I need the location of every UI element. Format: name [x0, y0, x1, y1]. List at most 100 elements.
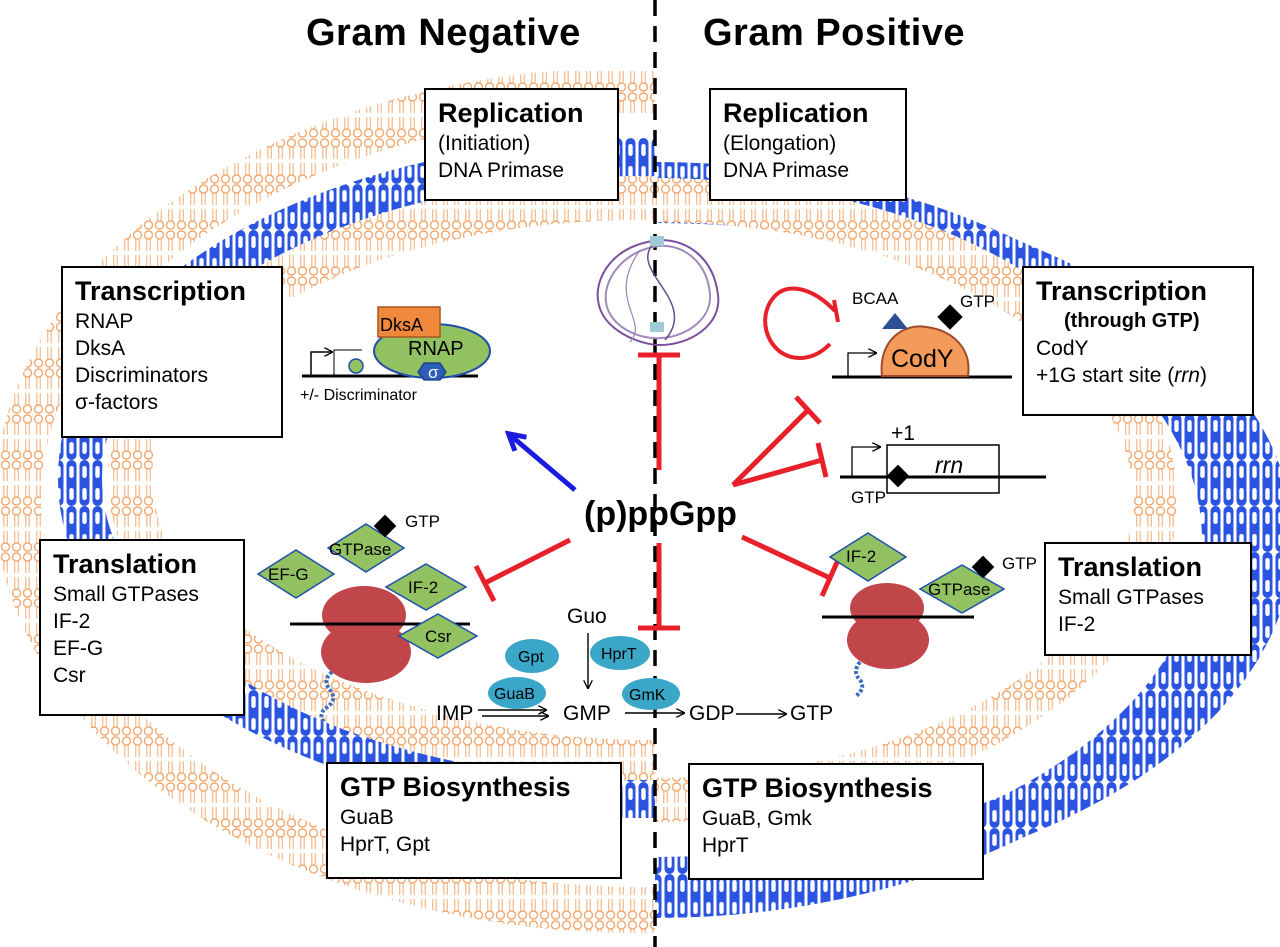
- cell-wall-right: [655, 162, 1248, 918]
- box-line: (Elongation): [723, 132, 837, 155]
- rnap-label: RNAP: [408, 338, 464, 360]
- ribosome-right: [822, 583, 974, 698]
- bcaa-marker: [882, 313, 908, 329]
- box-gtp-biosynthesis-negative: GTP Biosynthesis GuaB HprT, Gpt: [326, 762, 622, 879]
- box-title: GTP Biosynthesis: [702, 773, 933, 803]
- box-title: Replication: [723, 98, 869, 128]
- cody-label: CodY: [891, 345, 954, 373]
- box-line: GuaB: [340, 806, 394, 829]
- box-line: DNA Primase: [723, 159, 850, 182]
- gtp-label-cody: GTP: [960, 292, 995, 311]
- sigma-factor-shape: [417, 362, 447, 381]
- peptidoglycan-left: [58, 138, 655, 818]
- cody-shape: [880, 325, 970, 377]
- box-title: GTP Biosynthesis: [340, 772, 571, 802]
- box-line: Discriminators: [75, 364, 209, 387]
- ribosome-left: [290, 586, 470, 724]
- box-title: Translation: [1058, 552, 1203, 582]
- box-line: Csr: [53, 664, 86, 687]
- box-line: σ-factors: [75, 391, 158, 414]
- box-line: RNAP: [75, 310, 134, 333]
- hprt-label: HprT: [601, 646, 637, 663]
- inner-membrane-left: [108, 176, 655, 780]
- regulation-arrows: [473, 352, 841, 631]
- imp-label: IMP: [436, 702, 473, 725]
- box-translation-positive: Translation Small GTPases IF-2: [1044, 542, 1252, 656]
- box-subtitle: (through GTP): [1064, 310, 1200, 332]
- rnap-complex: [302, 306, 491, 381]
- heading-gram-positive: Gram Positive: [703, 12, 966, 54]
- gtpase-right: [918, 555, 1006, 614]
- box-line: HprT: [702, 834, 749, 857]
- box-line: IF-2: [1058, 613, 1096, 636]
- gtpase-left: [326, 514, 406, 573]
- gmk-enzyme: [622, 678, 680, 710]
- membrane-right: [655, 178, 1177, 822]
- gtp-label-right: GTP: [1002, 554, 1037, 573]
- rrn-prefix: +1G start site (: [1036, 364, 1175, 387]
- gram-positive-envelope: [655, 162, 1280, 918]
- csr-label: Csr: [425, 627, 452, 646]
- rrn-promoter: [840, 445, 1046, 494]
- gram-negative-envelope: [0, 67, 655, 933]
- box-line: Small GTPases: [1058, 586, 1204, 609]
- gpt-enzyme: [505, 639, 559, 673]
- box-transcription-positive: Transcription (through GTP) CodY +1G sta…: [1022, 266, 1254, 416]
- dksa-shape: [377, 306, 441, 338]
- if2-label-right: IF-2: [846, 547, 876, 566]
- box-replication-positive: Replication (Elongation) DNA Primase: [709, 88, 907, 201]
- guab-enzyme: [488, 677, 546, 709]
- sigma-label: σ: [428, 363, 439, 382]
- gtp-label-left: GTP: [405, 512, 440, 531]
- gtpase-label-left: GTPase: [329, 540, 391, 559]
- bcaa-label: BCAA: [852, 289, 899, 308]
- box-line-rrn: +1G start site (rrn): [1036, 362, 1240, 389]
- box-gtp-biosynthesis-positive: GTP Biosynthesis GuaB, Gmk HprT: [688, 763, 984, 880]
- box-line: (Initiation): [438, 132, 531, 155]
- box-transcription-negative: Transcription RNAP DksA Discriminators σ…: [61, 266, 283, 438]
- efg-shape: [256, 549, 336, 599]
- box-line: EF-G: [53, 637, 104, 660]
- box-translation-negative: Translation Small GTPases IF-2 EF-G Csr: [39, 539, 245, 716]
- box-line: DNA Primase: [438, 159, 565, 182]
- gmp-label: GMP: [563, 702, 611, 725]
- discriminator-label: +/- Discriminator: [300, 387, 418, 404]
- box-replication-negative: Replication (Initiation) DNA Primase: [424, 88, 619, 201]
- box-line: IF-2: [53, 610, 91, 633]
- rrn-label: rrn: [935, 452, 963, 478]
- if2-shape-right: [828, 532, 908, 582]
- dksa-label: DksA: [380, 315, 423, 335]
- gtp-diamond-rrn: [886, 464, 910, 488]
- guab-label: GuaB: [494, 686, 535, 703]
- gpt-label: Gpt: [518, 649, 544, 666]
- box-line: DksA: [75, 337, 126, 360]
- efg-label: EF-G: [268, 565, 309, 584]
- box-line: Small GTPases: [53, 583, 199, 606]
- heading-gram-negative: Gram Negative: [306, 12, 581, 54]
- plus-one-label: +1: [891, 422, 915, 445]
- if2-label-left: IF-2: [408, 578, 438, 597]
- chromosome-dna: [596, 236, 720, 347]
- cody-complex: [763, 286, 1012, 379]
- gtp-diamond: [937, 304, 963, 330]
- if2-shape-left: [384, 563, 468, 611]
- outer-membrane-left: [0, 67, 655, 933]
- box-title: Transcription: [75, 276, 247, 306]
- box-line: GuaB, Gmk: [702, 807, 812, 830]
- rrn-italic: rrn: [1174, 364, 1200, 387]
- box-line: HprT, Gpt: [340, 833, 430, 856]
- box-title: Translation: [53, 549, 198, 579]
- ppgpp-label: (p)ppGpp: [584, 495, 737, 533]
- gmk-label: GmK: [629, 687, 666, 704]
- csr-shape: [397, 613, 479, 659]
- guo-label: Guo: [567, 605, 607, 628]
- box-title: Transcription: [1036, 276, 1208, 306]
- rrn-suffix: ): [1199, 364, 1207, 387]
- hprt-enzyme: [590, 636, 650, 670]
- gdp-label: GDP: [689, 702, 735, 725]
- gtp-label-rrn: GTP: [851, 488, 886, 507]
- gtp-label-pathway: GTP: [790, 702, 833, 725]
- gtp-pathway: [478, 633, 786, 716]
